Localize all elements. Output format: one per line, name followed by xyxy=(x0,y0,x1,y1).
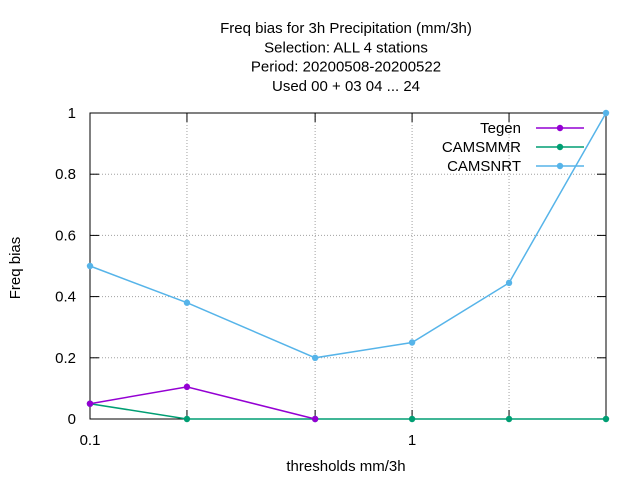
legend-label: CAMSNRT xyxy=(447,158,521,175)
data-point xyxy=(505,415,513,423)
series-line xyxy=(89,112,607,359)
legend-label: CAMSMMR xyxy=(442,139,521,156)
data-point xyxy=(311,354,319,361)
legend: Tegen CAMSMMR CAMSNRT xyxy=(442,120,584,175)
series xyxy=(86,109,610,423)
data-point xyxy=(505,279,513,287)
data-point xyxy=(408,339,416,346)
data-point xyxy=(311,415,319,423)
y-axis-label: Freq bias xyxy=(7,237,24,300)
data-point xyxy=(602,109,610,117)
legend-label: Tegen xyxy=(480,120,521,137)
title-line: Selection: ALL 4 stations xyxy=(264,39,428,56)
y-tick-label: 0.8 xyxy=(55,166,76,183)
legend-swatch-marker xyxy=(556,143,564,151)
x-tick-label: 1 xyxy=(408,432,416,449)
series-line xyxy=(89,402,606,420)
x-tick-label: 0.1 xyxy=(80,432,101,449)
grid xyxy=(90,113,606,419)
data-point xyxy=(602,415,610,423)
legend-swatch-marker xyxy=(556,124,564,132)
legend-swatch-marker xyxy=(556,162,564,170)
data-point xyxy=(183,299,191,306)
y-tick-label: 0.2 xyxy=(55,350,76,367)
title-line: Used 00 + 03 04 ... 24 xyxy=(272,78,420,95)
data-point xyxy=(183,383,191,391)
y-tick-label: 1 xyxy=(68,105,76,122)
plot-frame xyxy=(89,112,607,420)
series-line xyxy=(89,386,316,420)
x-axis-label: thresholds mm/3h xyxy=(286,458,405,475)
data-point xyxy=(86,400,94,407)
data-point xyxy=(86,262,94,270)
data-point xyxy=(408,415,416,423)
title-line: Period: 20200508-20200522 xyxy=(251,59,441,76)
y-tick-label: 0.4 xyxy=(55,289,76,306)
title-line: Freq bias for 3h Precipitation (mm/3h) xyxy=(220,20,472,37)
axis-ticks: 0 0.2 0.4 0.6 0.8 1 0.1 1 xyxy=(55,105,607,449)
y-tick-label: 0.6 xyxy=(55,227,76,244)
chart-title: Freq bias for 3h Precipitation (mm/3h) Se… xyxy=(220,20,472,95)
data-point xyxy=(183,415,191,423)
y-tick-label: 0 xyxy=(68,411,76,428)
